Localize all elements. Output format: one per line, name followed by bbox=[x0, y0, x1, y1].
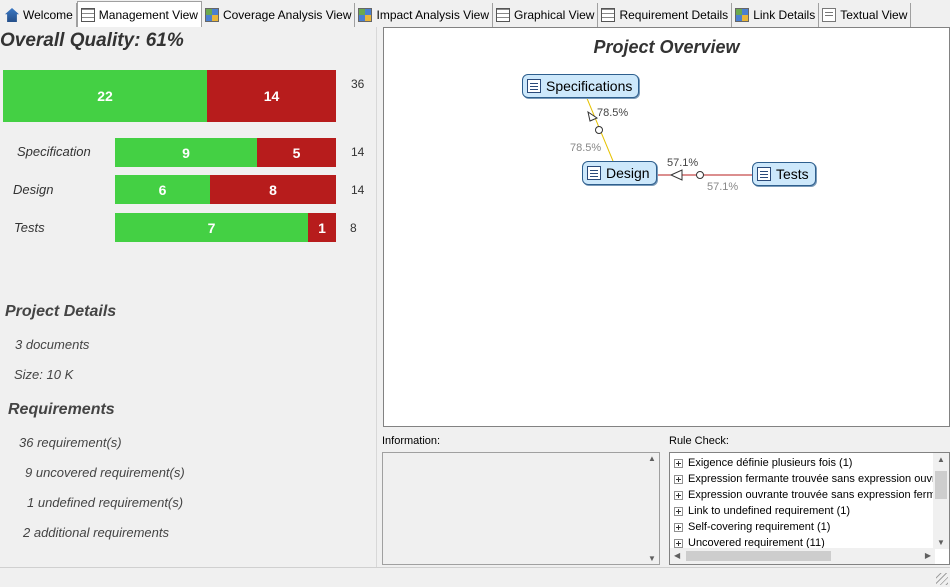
link-design-tests-point bbox=[696, 171, 704, 179]
row-label-tests: Tests bbox=[14, 220, 45, 235]
scroll-left-icon[interactable]: ◀ bbox=[674, 551, 681, 560]
boxes-icon bbox=[204, 8, 219, 22]
tab-graphical-view[interactable]: Graphical View bbox=[493, 3, 599, 27]
rule-check-vscrollbar[interactable]: ▲ ▼ bbox=[933, 453, 949, 549]
expand-icon[interactable] bbox=[674, 474, 683, 484]
information-label: Information: bbox=[382, 435, 441, 447]
project-overview-title: Project Overview bbox=[593, 37, 740, 57]
status-bar bbox=[0, 567, 950, 587]
tests-uncovered-segment: 1 bbox=[308, 213, 336, 242]
overall-quality-title: Overall Quality: 61% bbox=[0, 30, 184, 51]
link-design-tests-label-bottom: 57.1% bbox=[707, 181, 739, 193]
document-icon bbox=[587, 166, 601, 180]
rule-item[interactable]: Link to undefined requirement (1) bbox=[674, 503, 850, 519]
boxes-icon bbox=[358, 8, 373, 22]
specification-covered-segment: 9 bbox=[115, 138, 257, 167]
design-covered-segment: 6 bbox=[115, 175, 210, 204]
requirements-total: 36 requirement(s) bbox=[19, 435, 122, 450]
doc-icon bbox=[822, 8, 837, 22]
management-panel: Overall Quality: 61% 22 14 36 Specificat… bbox=[0, 27, 376, 567]
boxes-icon bbox=[735, 8, 750, 22]
tab-management-view[interactable]: Management View bbox=[76, 1, 202, 27]
expand-icon[interactable] bbox=[674, 506, 683, 516]
rule-item[interactable]: Self-covering requirement (1) bbox=[674, 519, 830, 535]
scroll-up-icon[interactable]: ▲ bbox=[937, 455, 945, 464]
grid-icon bbox=[495, 8, 510, 22]
rule-item[interactable]: Expression ouvrante trouvée sans express… bbox=[674, 487, 949, 503]
rule-item[interactable]: Exigence définie plusieurs fois (1) bbox=[674, 455, 852, 471]
information-scrollbar[interactable]: ▲ ▼ bbox=[645, 453, 659, 564]
tab-textual-view[interactable]: Textual View bbox=[819, 3, 912, 27]
node-tests[interactable]: Tests bbox=[752, 162, 816, 186]
node-specifications[interactable]: Specifications bbox=[522, 74, 640, 98]
tab-coverage-analysis-view[interactable]: Coverage Analysis View bbox=[202, 3, 356, 27]
overall-total: 36 bbox=[351, 77, 365, 91]
node-design[interactable]: Design bbox=[582, 161, 657, 185]
expand-icon[interactable] bbox=[674, 458, 683, 468]
link-spec-design-label-bottom: 78.5% bbox=[570, 142, 602, 154]
link-spec-design-arrow bbox=[587, 110, 599, 122]
specification-uncovered-segment: 5 bbox=[257, 138, 336, 167]
tests-total: 8 bbox=[350, 221, 357, 235]
expand-icon[interactable] bbox=[674, 538, 683, 548]
tests-covered-segment: 7 bbox=[115, 213, 308, 242]
rule-check-tree: Exigence définie plusieurs fois (1) Expr… bbox=[669, 452, 950, 565]
scroll-right-icon[interactable]: ▶ bbox=[924, 551, 931, 560]
design-bar: 6 8 bbox=[115, 175, 336, 204]
scroll-down-icon[interactable]: ▼ bbox=[937, 538, 945, 547]
tab-requirement-details[interactable]: Requirement Details bbox=[598, 3, 733, 27]
tab-welcome[interactable]: Welcome bbox=[2, 3, 77, 27]
specification-total: 14 bbox=[351, 145, 365, 159]
rule-check-label: Rule Check: bbox=[669, 435, 729, 447]
horizontal-splitter[interactable] bbox=[383, 427, 950, 433]
information-box: ▲ ▼ bbox=[382, 452, 660, 565]
documents-count: 3 documents bbox=[15, 337, 90, 352]
project-details-title: Project Details bbox=[5, 303, 117, 320]
rule-item[interactable]: Expression fermante trouvée sans express… bbox=[674, 471, 949, 487]
design-total: 14 bbox=[351, 183, 365, 197]
home-icon bbox=[5, 8, 19, 22]
overall-covered-segment: 22 bbox=[3, 70, 207, 122]
scroll-up-icon[interactable]: ▲ bbox=[648, 454, 656, 463]
link-design-tests-arrow bbox=[669, 169, 683, 181]
rule-item[interactable]: Uncovered requirement (11) bbox=[674, 535, 825, 551]
vertical-splitter[interactable] bbox=[376, 27, 382, 567]
resize-grip-icon[interactable] bbox=[936, 573, 948, 585]
tab-bar: Welcome Management View Coverage Analysi… bbox=[0, 0, 950, 27]
vscroll-thumb[interactable] bbox=[935, 471, 947, 499]
scroll-down-icon[interactable]: ▼ bbox=[648, 554, 656, 563]
grid-icon bbox=[80, 7, 95, 22]
expand-icon[interactable] bbox=[674, 490, 683, 500]
rule-check-hscrollbar[interactable]: ◀ ▶ bbox=[670, 548, 935, 564]
document-icon bbox=[757, 167, 771, 181]
row-label-specification: Specification bbox=[17, 144, 91, 159]
link-spec-design-point bbox=[595, 126, 603, 134]
uncovered-requirements: 9 uncovered requirement(s) bbox=[25, 465, 185, 480]
undefined-requirements: 1 undefined requirement(s) bbox=[27, 495, 184, 510]
tab-impact-analysis-view[interactable]: Impact Analysis View bbox=[355, 3, 493, 27]
row-label-design: Design bbox=[13, 182, 54, 197]
additional-requirements: 2 additional requirements bbox=[23, 525, 169, 540]
requirements-title: Requirements bbox=[8, 401, 115, 418]
design-uncovered-segment: 8 bbox=[210, 175, 336, 204]
overall-quality-bar: 22 14 bbox=[3, 70, 336, 122]
expand-icon[interactable] bbox=[674, 522, 683, 532]
tab-link-details[interactable]: Link Details bbox=[732, 3, 820, 27]
document-icon bbox=[527, 79, 541, 93]
project-overview-graph: Project Overview Specifications Design T… bbox=[383, 27, 950, 427]
link-spec-design-label-top: 78.5% bbox=[597, 107, 629, 119]
overall-uncovered-segment: 14 bbox=[207, 70, 336, 122]
project-size: Size: 10 K bbox=[14, 367, 74, 382]
grid-icon bbox=[601, 8, 616, 22]
link-design-tests-label-top: 57.1% bbox=[667, 157, 699, 169]
specification-bar: 9 5 bbox=[115, 138, 336, 167]
tests-bar: 7 1 bbox=[115, 213, 336, 242]
graph-links bbox=[585, 95, 752, 181]
hscroll-thumb[interactable] bbox=[686, 551, 831, 561]
